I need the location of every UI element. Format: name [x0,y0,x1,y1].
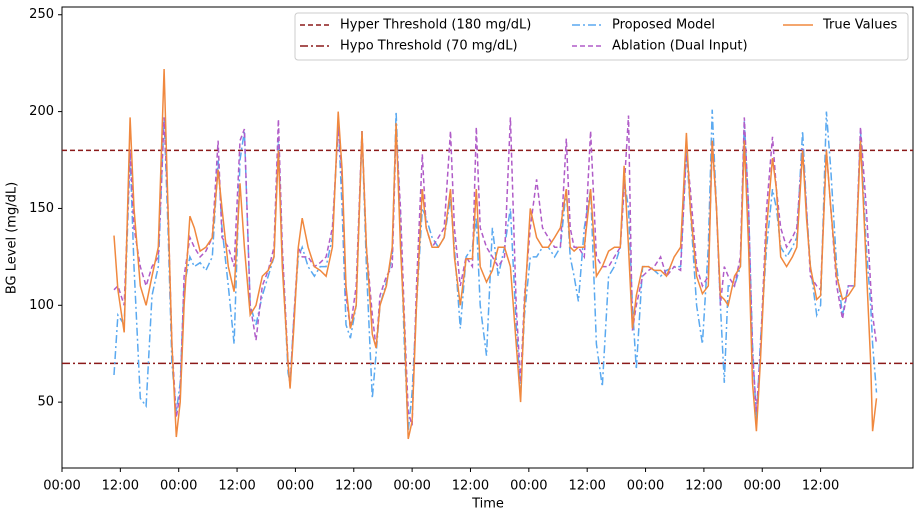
y-tick-label: 200 [29,104,54,119]
legend-label: Proposed Model [612,18,715,33]
series-line [113,115,878,426]
x-tick-label: 00:00 [277,479,314,494]
x-tick-label: 12:00 [685,479,722,494]
y-axis-label: BG Level (mg/dL) [5,182,20,294]
y-tick-label: 150 [29,201,54,216]
legend-label: Hyper Threshold (180 mg/dL) [340,18,531,33]
x-axis-label: Time [471,497,504,512]
x-tick-label: 12:00 [452,479,489,494]
x-tick-label: 00:00 [510,479,547,494]
legend-label: Hypo Threshold (70 mg/dL) [340,39,518,54]
legend-label: Ablation (Dual Input) [612,39,748,54]
x-tick-label: 12:00 [218,479,255,494]
x-tick-label: 12:00 [802,479,839,494]
y-tick-label: 250 [29,7,54,22]
legend-label: True Values [822,18,897,33]
legend-box [294,12,909,61]
x-tick-label: 12:00 [568,479,605,494]
y-tick-label: 100 [29,298,54,313]
plot-frame [61,6,914,469]
x-tick-label: 00:00 [43,479,80,494]
x-tick-label: 00:00 [393,479,430,494]
series-line [113,109,878,432]
x-tick-label: 00:00 [627,479,664,494]
x-tick-label: 00:00 [744,479,781,494]
series-line [113,68,878,440]
x-tick-label: 12:00 [335,479,372,494]
x-tick-label: 00:00 [160,479,197,494]
y-tick-label: 50 [37,395,54,410]
x-tick-label: 12:00 [102,479,139,494]
